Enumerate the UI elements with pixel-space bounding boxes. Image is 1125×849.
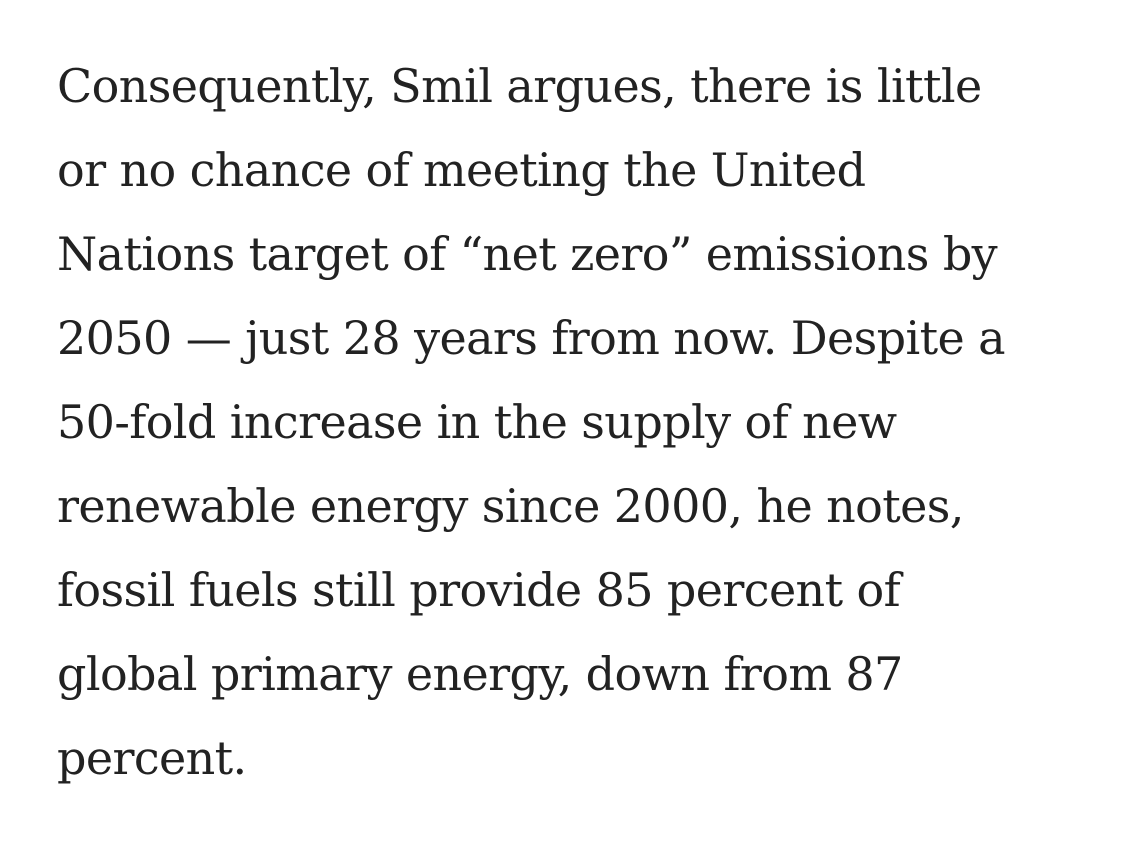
paragraph-line: renewable energy since 2000, he notes, bbox=[57, 479, 964, 533]
article-paragraph: Consequently, Smil argues, there is litt… bbox=[57, 44, 1077, 800]
paragraph-line: Nations target of “net zero” emissions b… bbox=[57, 227, 998, 281]
paragraph-line: 50-fold increase in the supply of new bbox=[57, 395, 897, 449]
paragraph-line: fossil fuels still provide 85 percent of bbox=[57, 563, 901, 617]
paragraph-line: global primary energy, down from 87 bbox=[57, 647, 903, 701]
paragraph-line: 2050 — just 28 years from now. Despite a bbox=[57, 311, 1006, 365]
paragraph-line: Consequently, Smil argues, there is litt… bbox=[57, 59, 982, 113]
article-body: Consequently, Smil argues, there is litt… bbox=[57, 44, 1077, 800]
paragraph-line: or no chance of meeting the United bbox=[57, 143, 866, 197]
paragraph-line: percent. bbox=[57, 731, 247, 785]
